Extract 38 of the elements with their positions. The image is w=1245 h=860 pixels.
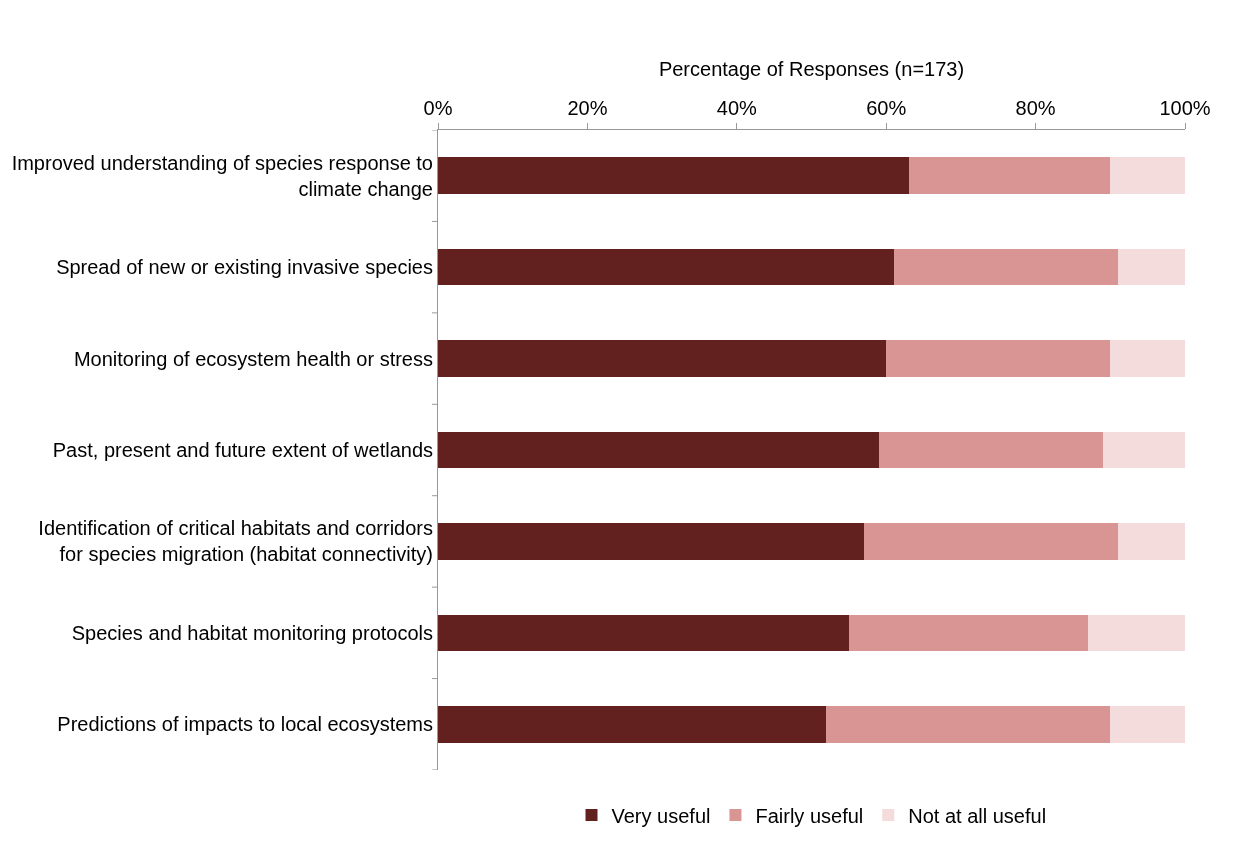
x-tick-label: 40% <box>716 97 758 119</box>
bar <box>1110 706 1185 743</box>
bar <box>893 248 1118 286</box>
bar <box>438 706 827 743</box>
legend-label: Very useful <box>611 804 711 827</box>
legend-label: Fairly useful <box>755 804 864 827</box>
bar <box>1117 248 1185 286</box>
legend-label: Not at all useful <box>908 804 1047 827</box>
bar <box>848 614 1088 652</box>
bar <box>438 431 879 469</box>
bar <box>438 523 864 560</box>
y-tick-label: Improved understanding of species response to climate change <box>11 151 433 200</box>
bar <box>438 614 849 652</box>
y-tick-label: Past, present and future extent of wetlands <box>52 439 433 461</box>
x-tick-label: 80% <box>1015 97 1056 119</box>
x-tick-label: 60% <box>866 97 907 119</box>
bar <box>878 431 1103 469</box>
bar <box>1110 157 1185 194</box>
x-axis-title: Percentage of Responses (n=173) <box>658 57 965 80</box>
x-tick-label: 100% <box>1159 97 1211 119</box>
bar <box>438 340 887 377</box>
y-tick-label: Monitoring of ecosystem health or stress <box>73 347 433 370</box>
bar <box>1117 523 1185 560</box>
y-tick-label: Predictions of impacts to local ecosystems <box>57 713 433 736</box>
bar <box>908 157 1111 194</box>
bar <box>438 157 909 194</box>
bar <box>1110 340 1185 377</box>
y-tick-label: Identification of critical habitats and corridors for species migration (habitat connectivity) <box>38 517 433 566</box>
bar <box>1087 614 1185 652</box>
bar <box>826 706 1111 743</box>
x-tick-label: 20% <box>567 97 608 119</box>
y-tick-label: Species and habitat monitoring protocols <box>71 621 433 644</box>
x-tick-label: 0% <box>423 97 453 119</box>
bar <box>886 340 1111 377</box>
bar <box>863 523 1118 560</box>
y-tick-label: Spread of new or existing invasive species <box>56 256 433 279</box>
bar <box>438 248 894 286</box>
bar <box>1102 431 1185 469</box>
